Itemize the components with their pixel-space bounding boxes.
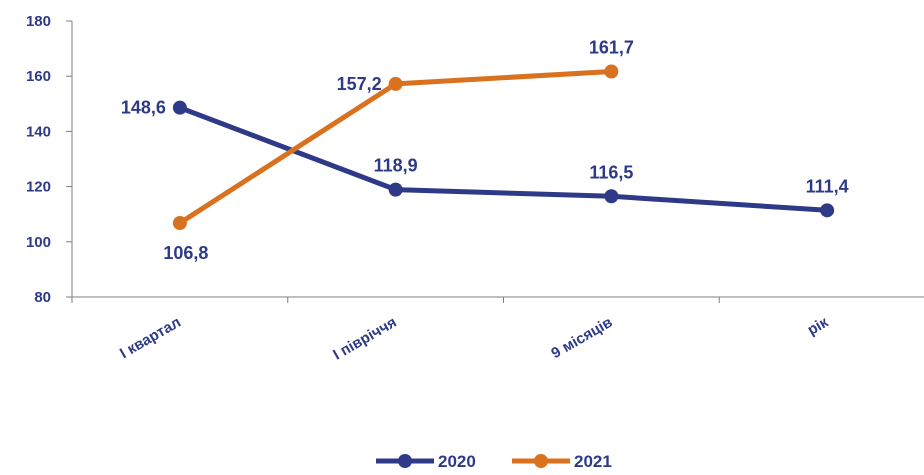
- data-label-2021: 106,8: [163, 243, 208, 263]
- data-point-2020: [604, 189, 619, 204]
- x-category-label: 9 місяців: [548, 314, 615, 362]
- y-tick-label: 180: [26, 13, 51, 30]
- legend-swatch-marker-2021: [534, 454, 548, 468]
- y-tick-label: 80: [34, 289, 51, 306]
- series-line-2021: [177, 69, 614, 226]
- y-tick-label: 140: [26, 123, 51, 140]
- series-line-2020: [177, 105, 830, 213]
- x-category-label: I квартал: [117, 314, 184, 362]
- data-label-2021: 157,2: [337, 74, 382, 94]
- y-tick-label: 120: [26, 179, 51, 196]
- y-tick-label: 160: [26, 68, 51, 85]
- legend: 2020 2021: [376, 452, 612, 471]
- data-label-2020: 148,6: [121, 98, 166, 118]
- data-point-2021: [388, 76, 403, 91]
- x-category-label: I півріччя: [330, 314, 399, 364]
- data-point-2021: [172, 216, 187, 231]
- legend-label-2020: 2020: [438, 452, 476, 471]
- data-point-2020: [820, 203, 835, 218]
- data-label-2021: 161,7: [589, 38, 634, 58]
- data-label-2020: 116,5: [589, 162, 633, 182]
- data-labels: 148,6 118,9 116,5 111,4 106,8 157,2 161,7: [121, 38, 849, 264]
- axes: 80 100 120 140 160 180 I квартал I півріччя 9 мі…: [26, 13, 924, 364]
- x-category-label: рік: [805, 313, 832, 338]
- data-label-2020: 118,9: [374, 156, 418, 176]
- data-point-2020: [388, 182, 403, 197]
- series-layer: [172, 64, 835, 231]
- data-point-2020: [172, 100, 187, 115]
- y-tick-label: 100: [26, 234, 51, 251]
- legend-swatch-marker-2020: [398, 454, 412, 468]
- data-point-2021: [604, 64, 619, 79]
- data-label-2020: 111,4: [806, 176, 849, 196]
- legend-label-2021: 2021: [574, 452, 612, 471]
